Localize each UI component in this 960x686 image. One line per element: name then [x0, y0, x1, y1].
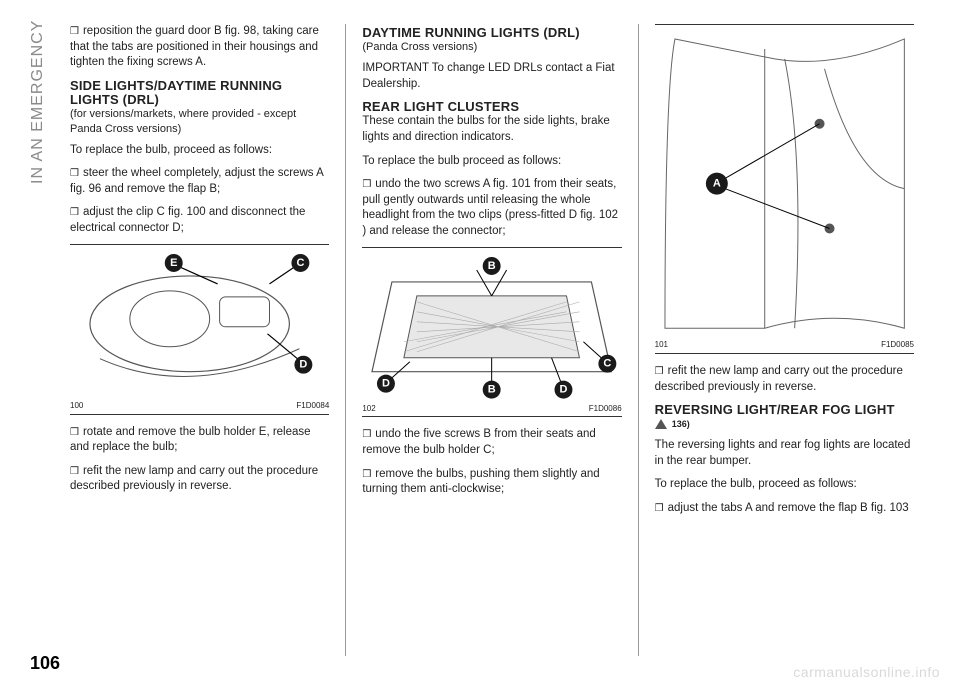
column-container: reposition the guard door B fig. 98, tak… — [54, 24, 930, 656]
c1-para-2: To replace the bulb, proceed as follows: — [70, 143, 329, 159]
column-1: reposition the guard door B fig. 98, tak… — [54, 24, 345, 656]
c1-para-5: rotate and remove the bulb holder E, rel… — [70, 425, 329, 456]
page-body: reposition the guard door B fig. 98, tak… — [54, 24, 930, 656]
figure-101-footer: 101 F1D0085 — [655, 338, 914, 351]
figure-100-svg: E C D — [70, 249, 329, 399]
figure-101-code: F1D0085 — [881, 340, 914, 351]
callout-b-top: B — [488, 260, 496, 272]
figure-102-footer: 102 F1D0086 — [362, 402, 621, 415]
callout-a: A — [713, 178, 721, 190]
callout-b-bottom: B — [488, 384, 496, 396]
figure-101: A 101 F1D0085 — [655, 24, 914, 354]
figure-100-code: F1D0084 — [296, 401, 329, 412]
figure-100-footer: 100 F1D0084 — [70, 399, 329, 412]
figure-100-num: 100 — [70, 401, 83, 412]
c1-heading-side-lights: SIDE LIGHTS/DAYTIME RUNNING LIGHTS (DRL) — [70, 79, 329, 108]
figure-102-code: F1D0086 — [589, 404, 622, 415]
figure-101-svg: A — [655, 29, 914, 338]
c2-heading-drl: DAYTIME RUNNING LIGHTS (DRL) — [362, 26, 621, 40]
figure-100: E C D 100 F1D0084 — [70, 244, 329, 414]
c3-warning-ref: 136) — [655, 417, 914, 432]
c2-para-1: IMPORTANT To change LED DRLs contact a F… — [362, 61, 621, 92]
c2-para-5: undo the five screws B from their seats … — [362, 427, 621, 458]
column-2: DAYTIME RUNNING LIGHTS (DRL) (Panda Cros… — [345, 24, 637, 656]
figure-102: B B D D C 102 F1D0086 — [362, 247, 621, 417]
figure-102-num: 102 — [362, 404, 375, 415]
warning-ref-number: 136) — [672, 419, 690, 429]
figure-102-svg: B B D D C — [362, 252, 621, 402]
c2-para-3: To replace the bulb proceed as follows: — [362, 154, 621, 170]
c3-para-3: To replace the bulb, proceed as follows: — [655, 477, 914, 493]
c2-heading-rear-clusters: REAR LIGHT CLUSTERS — [362, 100, 621, 114]
c3-para-2: The reversing lights and rear fog lights… — [655, 438, 914, 469]
callout-d-right: D — [560, 384, 568, 396]
c3-para-1: refit the new lamp and carry out the pro… — [655, 364, 914, 395]
c3-para-4: adjust the tabs A and remove the flap B … — [655, 501, 914, 517]
callout-c: C — [296, 257, 304, 269]
c1-para-3: steer the wheel completely, adjust the s… — [70, 166, 329, 197]
c1-para-1: reposition the guard door B fig. 98, tak… — [70, 24, 329, 71]
c3-heading-reversing: REVERSING LIGHT/REAR FOG LIGHT — [655, 403, 914, 417]
figure-101-num: 101 — [655, 340, 668, 351]
c2-para-6: remove the bulbs, pushing them slightly … — [362, 467, 621, 498]
column-3: A 101 F1D0085 refit the new lamp and car… — [638, 24, 930, 656]
section-tab: IN AN EMERGENCY — [26, 20, 50, 210]
c1-subnote-1: (for versions/markets, where provided - … — [70, 107, 329, 137]
c1-para-4: adjust the clip C fig. 100 and disconnec… — [70, 205, 329, 236]
page-number: 106 — [30, 653, 60, 674]
c2-subnote-1: (Panda Cross versions) — [362, 40, 621, 55]
warning-triangle-icon — [655, 419, 667, 429]
callout-e: E — [170, 257, 177, 269]
c2-para-4: undo the two screws A fig. 101 from thei… — [362, 177, 621, 239]
watermark: carmanualsonline.info — [793, 664, 940, 680]
c2-para-2: These contain the bulbs for the side lig… — [362, 114, 621, 145]
c1-para-6: refit the new lamp and carry out the pro… — [70, 464, 329, 495]
callout-d-left: D — [382, 378, 390, 390]
callout-d: D — [299, 359, 307, 371]
callout-c2: C — [604, 358, 612, 370]
